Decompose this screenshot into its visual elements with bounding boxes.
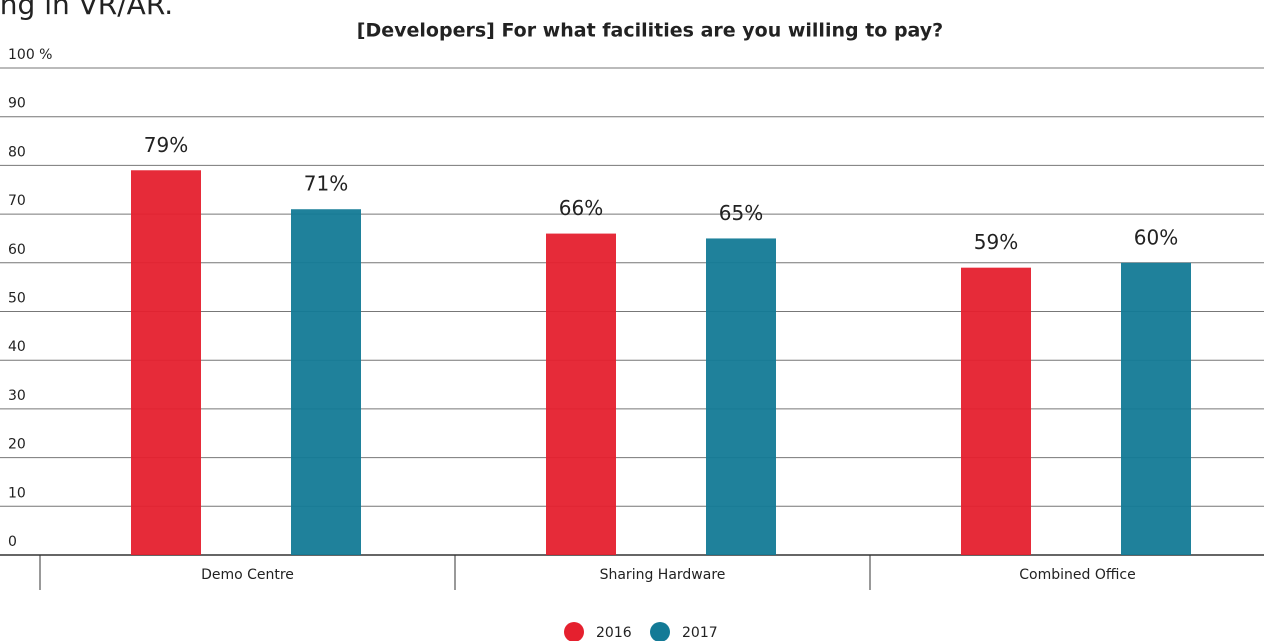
value-label: 71%: [304, 172, 348, 196]
y-tick-label: 0: [8, 534, 17, 550]
y-tick-label: 80: [8, 144, 26, 160]
value-label: 79%: [144, 133, 188, 157]
bar: [291, 209, 361, 556]
value-label: 66%: [559, 196, 603, 220]
bar: [131, 170, 201, 555]
legend-label: 2016: [596, 625, 632, 641]
y-tick-label: 30: [8, 388, 26, 404]
value-label: 59%: [974, 230, 1018, 254]
y-tick-label: 20: [8, 437, 26, 453]
y-tick-label: 40: [8, 339, 26, 355]
legend-label: 2017: [682, 625, 718, 641]
x-tick-label: Demo Centre: [201, 567, 294, 583]
y-tick-label: 90: [8, 96, 26, 112]
y-tick-label: 100 %: [8, 47, 52, 63]
bar: [961, 267, 1031, 555]
bar: [1121, 262, 1191, 555]
bar: [546, 233, 616, 555]
y-tick-label: 50: [8, 291, 26, 307]
y-tick-label: 10: [8, 485, 26, 501]
x-tick-label: Sharing Hardware: [600, 567, 726, 583]
x-tick-label: Combined Office: [1019, 567, 1135, 583]
bar: [706, 238, 776, 555]
value-label: 65%: [719, 201, 763, 225]
chart-title: [Developers] For what facilities are you…: [357, 20, 943, 42]
legend-marker: [564, 622, 584, 641]
legend-marker: [650, 622, 670, 641]
y-tick-label: 60: [8, 242, 26, 258]
y-tick-label: 70: [8, 193, 26, 209]
caption: ing in VR/AR.: [0, 0, 173, 21]
value-label: 60%: [1134, 225, 1178, 249]
